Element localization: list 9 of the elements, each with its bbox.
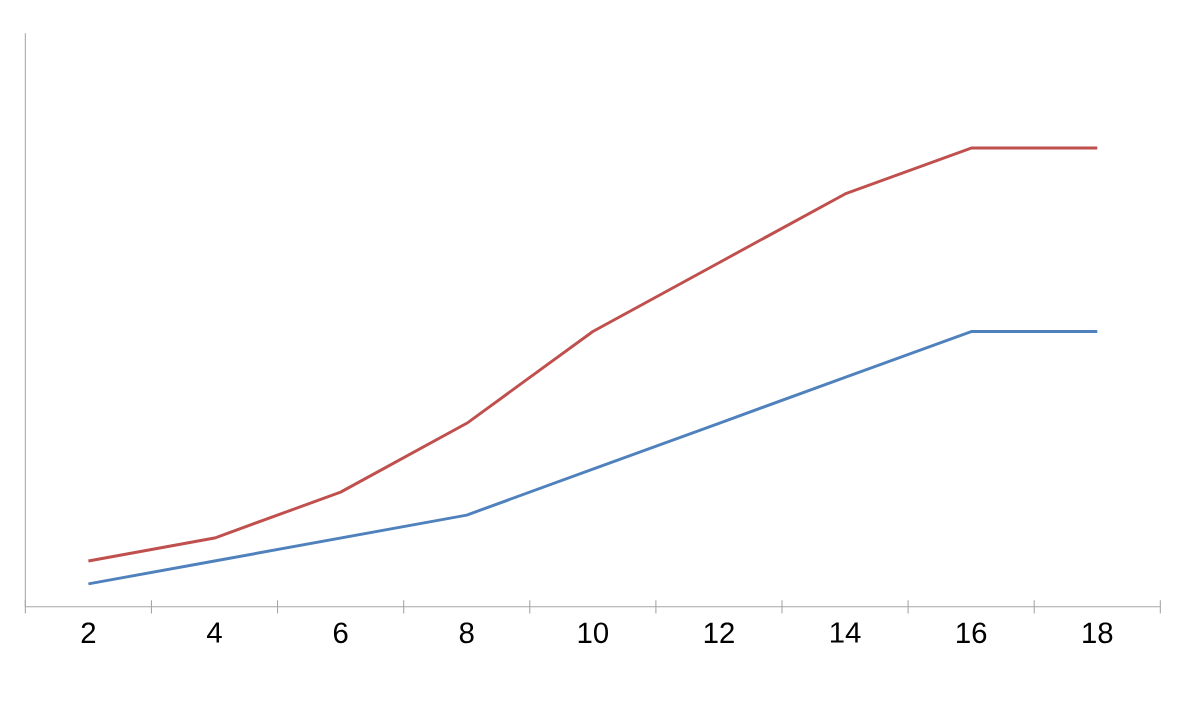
x-tick-label: 4 [207, 622, 222, 643]
x-tick-label: 16 [957, 622, 987, 644]
x-tick-label: 8 [459, 622, 474, 644]
x-tick-label: 18 [1083, 622, 1113, 644]
x-tick-label: 6 [333, 622, 348, 644]
x-tick-label: 14 [830, 622, 861, 643]
x-tick-label: 2 [81, 622, 96, 644]
x-tick-label: 12 [704, 622, 734, 644]
x-tick-label: 10 [578, 622, 608, 644]
